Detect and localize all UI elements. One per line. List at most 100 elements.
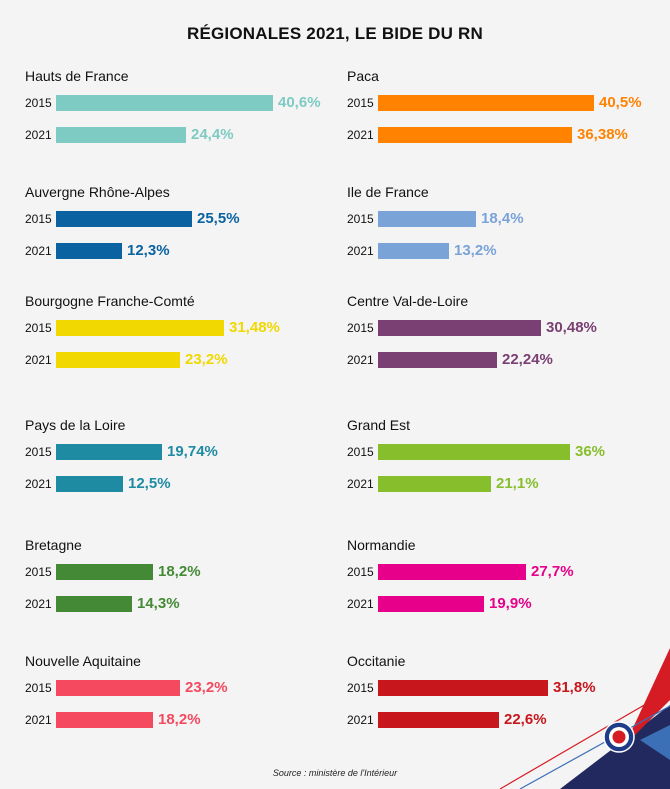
year-label: 2015	[347, 96, 374, 110]
bar-row-2015: 2015 18,4%	[347, 210, 657, 228]
year-label: 2021	[25, 353, 52, 367]
bar-row-2015: 2015 23,2%	[25, 679, 335, 697]
bar-row-2015: 2015 40,5%	[347, 94, 657, 112]
year-label: 2021	[25, 477, 52, 491]
year-label: 2021	[347, 128, 374, 142]
value-label: 25,5%	[197, 210, 240, 227]
bar-auvergne-rhone-alpes-2015	[56, 211, 192, 227]
bar-row-2015: 2015 31,8%	[347, 679, 657, 697]
bar-row-2021: 2021 19,9%	[347, 595, 657, 613]
value-label: 40,6%	[278, 94, 321, 111]
year-label: 2015	[25, 445, 52, 459]
region-name: Paca	[347, 68, 379, 84]
bar-row-2015: 2015 31,48%	[25, 319, 335, 337]
bar-row-2021: 2021 14,3%	[25, 595, 335, 613]
bar-row-2015: 2015 36%	[347, 443, 657, 461]
year-label: 2015	[25, 321, 52, 335]
bar-normandie-2021	[378, 596, 484, 612]
region-name: Bourgogne Franche-Comté	[25, 293, 195, 309]
value-label: 31,8%	[553, 679, 596, 696]
region-ile-de-france: Ile de France 2015 18,4% 2021 13,2%	[347, 184, 657, 284]
bar-paca-2015	[378, 95, 594, 111]
value-label: 22,6%	[504, 711, 547, 728]
year-label: 2015	[347, 445, 374, 459]
value-label: 21,1%	[496, 475, 539, 492]
value-label: 24,4%	[191, 126, 234, 143]
year-label: 2015	[25, 565, 52, 579]
deco-blue-line	[519, 705, 670, 789]
bar-grand-est-2021	[378, 476, 491, 492]
year-label: 2021	[347, 353, 374, 367]
bar-row-2021: 2021 21,1%	[347, 475, 657, 493]
bar-bourgogne-franche-comte-2021	[56, 352, 180, 368]
bar-row-2015: 2015 18,2%	[25, 563, 335, 581]
region-name: Nouvelle Aquitaine	[25, 653, 141, 669]
chart-title: RÉGIONALES 2021, LE BIDE DU RN	[186, 24, 483, 43]
value-label: 23,2%	[185, 679, 228, 696]
region-auvergne-rhone-alpes: Auvergne Rhône-Alpes 2015 25,5% 2021 12,3%	[25, 184, 335, 284]
region-paca: Paca 2015 40,5% 2021 36,38%	[347, 68, 657, 168]
bar-bourgogne-franche-comte-2015	[56, 320, 224, 336]
region-name: Hauts de France	[25, 68, 129, 84]
year-label: 2021	[25, 244, 52, 258]
year-label: 2015	[347, 321, 374, 335]
bar-occitanie-2021	[378, 712, 499, 728]
year-label: 2015	[25, 681, 52, 695]
value-label: 13,2%	[454, 242, 497, 259]
value-label: 18,4%	[481, 210, 524, 227]
value-label: 27,7%	[531, 563, 574, 580]
value-label: 14,3%	[137, 595, 180, 612]
bar-bretagne-2015	[56, 564, 153, 580]
bar-row-2021: 2021 13,2%	[347, 242, 657, 260]
value-label: 40,5%	[599, 94, 642, 111]
bar-row-2015: 2015 40,6%	[25, 94, 335, 112]
region-name: Ile de France	[347, 184, 429, 200]
bar-pays-de-la-loire-2015	[56, 444, 162, 460]
region-bourgogne-franche-comte: Bourgogne Franche-Comté 2015 31,48% 2021 23,…	[25, 293, 335, 393]
region-normandie: Normandie 2015 27,7% 2021 19,9%	[347, 537, 657, 637]
bar-ile-de-france-2015	[378, 211, 476, 227]
bar-row-2021: 2021 22,24%	[347, 351, 657, 369]
region-centre-val-de-loire: Centre Val-de-Loire 2015 30,48% 2021 22,24%	[347, 293, 657, 393]
region-name: Centre Val-de-Loire	[347, 293, 469, 309]
year-label: 2021	[25, 128, 52, 142]
bar-row-2021: 2021 22,6%	[347, 711, 657, 729]
bar-nouvelle-aquitaine-2021	[56, 712, 153, 728]
value-label: 31,48%	[229, 319, 280, 336]
bar-bretagne-2021	[56, 596, 132, 612]
value-label: 18,2%	[158, 711, 201, 728]
value-label: 19,9%	[489, 595, 532, 612]
region-bretagne: Bretagne 2015 18,2% 2021 14,3%	[25, 537, 335, 637]
year-label: 2021	[25, 597, 52, 611]
source-note: Source : ministère de l'Intérieur	[272, 768, 398, 778]
bar-row-2021: 2021 12,3%	[25, 242, 335, 260]
value-label: 22,24%	[502, 351, 553, 368]
year-label: 2015	[25, 212, 52, 226]
year-label: 2021	[25, 713, 52, 727]
bar-pays-de-la-loire-2021	[56, 476, 123, 492]
value-label: 23,2%	[185, 351, 228, 368]
region-occitanie: Occitanie 2015 31,8% 2021 22,6%	[347, 653, 657, 753]
value-label: 12,3%	[127, 242, 170, 259]
bar-row-2021: 2021 23,2%	[25, 351, 335, 369]
deco-red-line	[499, 689, 670, 789]
bar-grand-est-2015	[378, 444, 570, 460]
deco-red-band	[625, 648, 670, 745]
year-label: 2015	[347, 681, 374, 695]
value-label: 36%	[575, 443, 606, 460]
bar-hauts-de-france-2015	[56, 95, 273, 111]
bar-row-2015: 2015 30,48%	[347, 319, 657, 337]
bar-centre-val-de-loire-2021	[378, 352, 497, 368]
bar-row-2015: 2015 25,5%	[25, 210, 335, 228]
value-label: 12,5%	[128, 475, 171, 492]
value-label: 18,2%	[158, 563, 201, 580]
bar-auvergne-rhone-alpes-2021	[56, 243, 122, 259]
region-name: Auvergne Rhône-Alpes	[25, 184, 170, 200]
value-label: 30,48%	[546, 319, 597, 336]
region-name: Occitanie	[347, 653, 406, 669]
bar-hauts-de-france-2021	[56, 127, 186, 143]
region-name: Normandie	[347, 537, 416, 553]
bar-row-2021: 2021 36,38%	[347, 126, 657, 144]
region-grand-est: Grand Est 2015 36% 2021 21,1%	[347, 417, 657, 517]
bar-nouvelle-aquitaine-2015	[56, 680, 180, 696]
